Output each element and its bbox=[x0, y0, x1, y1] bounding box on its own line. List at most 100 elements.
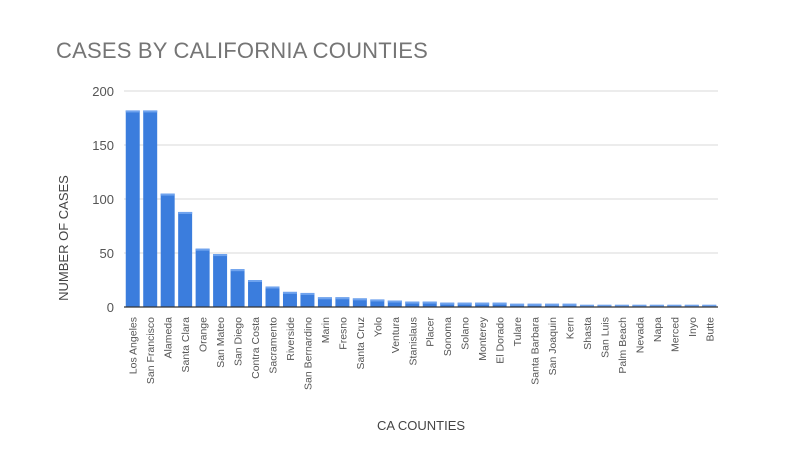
y-tick-label: 200 bbox=[92, 84, 114, 99]
y-axis-title: NUMBER OF CASES bbox=[56, 175, 71, 301]
x-tick-label: Santa Barbara bbox=[530, 317, 542, 385]
x-tick-label: Kern bbox=[565, 317, 577, 339]
bar-top bbox=[248, 280, 263, 282]
bar-top bbox=[213, 254, 228, 257]
x-tick-label: Butte bbox=[704, 317, 716, 342]
bar-top bbox=[230, 269, 245, 272]
bar-top bbox=[370, 299, 385, 302]
bar bbox=[282, 291, 297, 307]
x-tick-label: Alameda bbox=[163, 317, 175, 359]
y-tick-label: 50 bbox=[100, 246, 114, 261]
bar bbox=[405, 301, 420, 307]
bar bbox=[492, 302, 507, 307]
x-tick-label: San Diego bbox=[233, 317, 245, 366]
bar-top bbox=[510, 303, 525, 306]
bar-top bbox=[317, 297, 332, 300]
bar bbox=[475, 302, 490, 307]
bar-top bbox=[387, 300, 402, 303]
bar-top bbox=[300, 292, 315, 295]
x-tick-label: Monterey bbox=[477, 316, 489, 361]
x-tick-label: San Luis bbox=[599, 317, 611, 358]
bar bbox=[195, 248, 210, 307]
bar bbox=[143, 110, 158, 307]
bar-top bbox=[195, 248, 210, 251]
bar-top bbox=[579, 304, 594, 307]
x-tick-label: Orange bbox=[198, 317, 210, 352]
bar-top bbox=[335, 297, 350, 300]
x-tick-label: Sonoma bbox=[442, 317, 454, 356]
bar bbox=[178, 211, 193, 307]
x-tick-label: Placer bbox=[425, 317, 437, 347]
x-tick-label: Nevada bbox=[634, 317, 646, 353]
bar bbox=[422, 301, 437, 307]
x-tick-label: Fresno bbox=[337, 317, 349, 350]
bar bbox=[230, 269, 245, 307]
bar-top bbox=[649, 304, 664, 307]
bar-top bbox=[545, 303, 560, 306]
x-tick-label: Inyo bbox=[687, 317, 699, 337]
bar-top bbox=[492, 302, 507, 305]
x-tick-label: Santa Cruz bbox=[355, 317, 367, 370]
x-tick-label: Napa bbox=[652, 317, 664, 342]
bar-top bbox=[440, 302, 455, 305]
bar bbox=[125, 110, 140, 307]
bar bbox=[213, 254, 228, 307]
y-tick-label: 150 bbox=[92, 138, 114, 153]
bar bbox=[300, 292, 315, 307]
bar-top bbox=[597, 304, 612, 307]
x-tick-label: San Mateo bbox=[215, 317, 227, 368]
bar bbox=[317, 297, 332, 307]
bar-top bbox=[562, 303, 577, 306]
bar bbox=[352, 298, 367, 307]
bar-top bbox=[282, 291, 297, 294]
bar-top bbox=[160, 193, 175, 196]
x-tick-label: Ventura bbox=[390, 317, 402, 353]
x-tick-label: San Joaquin bbox=[547, 317, 559, 376]
x-axis-title: CA COUNTIES bbox=[377, 418, 465, 433]
x-tick-label: Stanislaus bbox=[407, 317, 419, 365]
x-tick-label: Merced bbox=[669, 317, 681, 352]
bar-top bbox=[632, 304, 647, 307]
x-tick-label: Solano bbox=[460, 317, 472, 350]
bar-top bbox=[178, 211, 193, 214]
x-tick-label: Tulare bbox=[512, 317, 524, 347]
bar-top bbox=[684, 304, 699, 307]
bar-top bbox=[457, 302, 472, 305]
bar bbox=[440, 302, 455, 307]
x-tick-label: Contra Costa bbox=[250, 317, 262, 379]
bar bbox=[265, 286, 280, 307]
x-tick-label: Santa Clara bbox=[180, 317, 192, 373]
bar-top bbox=[614, 304, 629, 307]
bar-top bbox=[667, 304, 682, 307]
chart-title: CASES BY CALIFORNIA COUNTIES bbox=[56, 38, 428, 63]
bar bbox=[370, 299, 385, 307]
bar-top bbox=[125, 110, 140, 113]
y-tick-label: 0 bbox=[107, 300, 114, 315]
x-tick-label: Los Angeles bbox=[128, 317, 140, 374]
x-tick-label: San Bernardino bbox=[302, 317, 314, 390]
bar-top bbox=[352, 298, 367, 301]
bar bbox=[248, 280, 263, 307]
x-tick-label: Riverside bbox=[285, 317, 297, 361]
bar bbox=[387, 300, 402, 307]
bar-top bbox=[143, 110, 158, 113]
bar bbox=[457, 302, 472, 307]
y-tick-label: 100 bbox=[92, 192, 114, 207]
x-tick-label: Palm Beach bbox=[617, 317, 629, 374]
bar-top bbox=[475, 302, 490, 305]
bar-top bbox=[422, 301, 437, 304]
bar bbox=[335, 297, 350, 307]
x-tick-label: Shasta bbox=[582, 317, 594, 350]
x-tick-label: Sacramento bbox=[268, 317, 280, 374]
bar-top bbox=[527, 303, 542, 306]
bar-top bbox=[702, 304, 717, 307]
bar-top bbox=[265, 286, 280, 289]
bar-top bbox=[405, 301, 420, 304]
x-tick-label: Marin bbox=[320, 317, 332, 343]
bar bbox=[160, 193, 175, 307]
x-tick-label: Yolo bbox=[372, 317, 384, 337]
x-tick-label: El Dorado bbox=[495, 317, 507, 364]
x-tick-label: San Francisco bbox=[145, 317, 157, 384]
